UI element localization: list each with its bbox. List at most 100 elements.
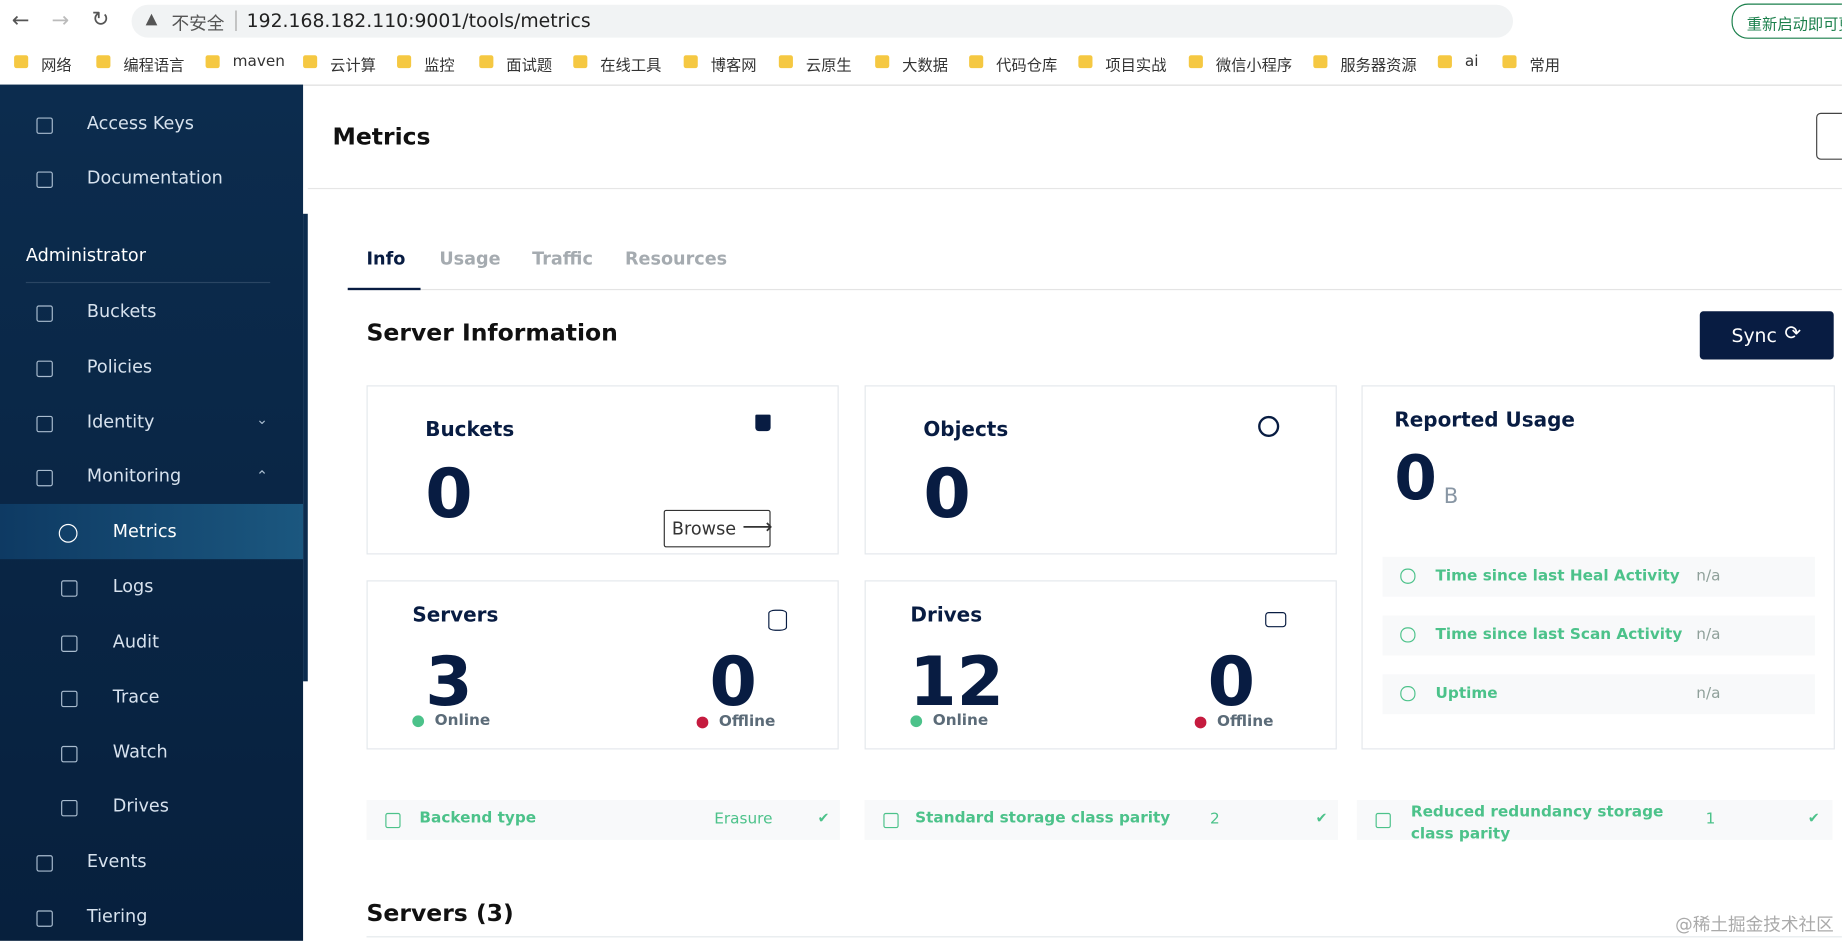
menu-icon — [61, 580, 78, 597]
bookmark[interactable]: 网络 — [41, 57, 72, 76]
watermark: @稀土掘金技术社区 — [1675, 913, 1834, 936]
section-title: Server Information — [366, 318, 618, 347]
bookmark-icon — [14, 55, 29, 69]
menu-item[interactable]: Documentation — [86, 166, 223, 188]
address-bar[interactable]: ▲ 不安全 | 192.168.182.110:9001/tools/metri… — [131, 4, 1514, 38]
check: ✔ — [1807, 809, 1820, 826]
row-value: n/a — [1696, 567, 1721, 586]
menu-icon — [61, 635, 78, 652]
help-button[interactable] — [1816, 112, 1842, 160]
sync-label: Sync — [1731, 324, 1777, 347]
card-label: Objects — [923, 418, 1009, 442]
update-text: 重新启动即可更 — [1746, 16, 1842, 35]
menu-icon — [61, 690, 78, 708]
row-value: n/a — [1696, 684, 1721, 703]
menu-icon — [36, 305, 53, 322]
bookmark[interactable]: 常用 — [1529, 57, 1561, 76]
menu-item[interactable]: Access Keys — [86, 112, 194, 134]
menu-item[interactable]: Buckets — [86, 300, 157, 322]
bookmark-icon — [1078, 55, 1093, 69]
row-icon — [1400, 627, 1416, 643]
tab[interactable]: Info — [366, 247, 406, 270]
servers-title: Servers (3) — [366, 898, 514, 927]
menu-item[interactable]: Trace — [112, 686, 160, 708]
tab[interactable]: Resources — [624, 247, 728, 270]
bookmark-icon — [1437, 55, 1452, 69]
prop-value: 1 — [1705, 810, 1716, 829]
bookmark-icon — [1188, 55, 1203, 69]
bookmark[interactable]: 服务器资源 — [1340, 57, 1417, 76]
property-row — [1356, 799, 1833, 840]
objects-card — [864, 385, 1337, 555]
row-icon — [1400, 568, 1416, 584]
menu-icon — [36, 171, 53, 188]
menu-item[interactable]: Watch — [112, 741, 168, 763]
chevron-down: ⌄ — [256, 411, 268, 428]
menu-item[interactable]: Audit — [112, 630, 159, 652]
menu-item[interactable]: Metrics — [112, 520, 177, 542]
offline-label: Offline — [718, 713, 776, 731]
bookmark-icon — [303, 55, 318, 69]
row-value: n/a — [1696, 626, 1721, 644]
menu-item[interactable]: Policies — [86, 355, 153, 378]
bookmark[interactable]: ai — [1464, 52, 1479, 71]
sync-button[interactable]: Sync ⟳ — [1699, 311, 1834, 360]
bookmark[interactable]: maven — [232, 52, 285, 71]
menu-item[interactable]: Events — [86, 850, 147, 872]
chevron-up: ⌃ — [256, 467, 268, 484]
reload[interactable]: ↻ — [91, 7, 110, 32]
browse-button[interactable]: Browse ⟶ — [663, 509, 773, 548]
bookmark[interactable]: 项目实战 — [1105, 57, 1167, 76]
menu-icon — [36, 415, 53, 433]
bookmark-icon — [479, 55, 494, 69]
bookmark-icon — [205, 55, 220, 69]
menu-icon — [36, 469, 53, 487]
card-label: Servers — [412, 603, 499, 628]
tab[interactable]: Usage — [439, 247, 501, 270]
menu-item[interactable]: Tiering — [86, 905, 148, 927]
menu-item[interactable]: Identity — [86, 411, 155, 433]
check: ✔ — [1315, 809, 1328, 826]
row-label: Time since last Scan Activity — [1435, 626, 1683, 644]
offline-value: 0 — [1207, 641, 1256, 722]
menu-icon — [36, 910, 53, 927]
forward[interactable]: → — [51, 8, 70, 33]
usage-unit: B — [1443, 483, 1459, 509]
bookmark[interactable]: 云原生 — [805, 57, 852, 76]
card-label: Drives — [910, 603, 983, 628]
bookmark[interactable]: 大数据 — [902, 57, 949, 76]
back[interactable]: ← — [11, 8, 30, 33]
bookmark-icon — [96, 55, 111, 69]
menu-item[interactable]: Logs — [112, 575, 154, 597]
online-label: Online — [932, 711, 989, 730]
row-icon — [1400, 686, 1416, 702]
security: 不安全 — [171, 12, 225, 35]
offline-value: 0 — [709, 641, 757, 722]
bookmark[interactable]: 微信小程序 — [1215, 57, 1293, 76]
prop-icon — [883, 812, 899, 829]
tab-indicator — [347, 287, 421, 291]
update-button[interactable]: 重新启动即可更 — [1731, 3, 1842, 39]
bookmark[interactable]: 监控 — [424, 57, 455, 76]
menu-icon — [58, 523, 78, 543]
online-value: 3 — [425, 641, 473, 722]
bookmark[interactable]: 面试题 — [506, 57, 553, 76]
bookmark-icon — [397, 55, 412, 69]
offline-label: Offline — [1216, 713, 1274, 731]
bookmark-icon — [969, 55, 984, 69]
bookmark[interactable]: 在线工具 — [600, 57, 662, 76]
menu-item[interactable]: Monitoring — [86, 465, 182, 487]
tab[interactable]: Traffic — [532, 247, 593, 270]
bookmark[interactable]: 云计算 — [330, 57, 376, 76]
menu-item[interactable]: Drives — [112, 795, 169, 817]
online-label: Online — [434, 711, 491, 730]
bookmark[interactable]: 代码仓库 — [996, 57, 1058, 76]
usage-row — [1382, 556, 1815, 597]
bookmark[interactable]: 编程语言 — [123, 57, 185, 76]
prop-icon — [1375, 812, 1391, 829]
bookmark[interactable]: 博客网 — [710, 57, 757, 76]
bookmark-icon — [1502, 55, 1517, 69]
servers-card — [366, 580, 839, 750]
